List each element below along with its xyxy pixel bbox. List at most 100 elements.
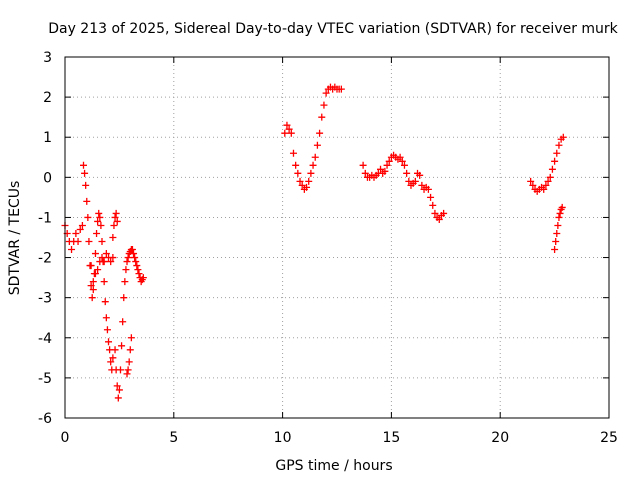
data-point <box>289 149 297 157</box>
y-tick-label: -5 <box>38 371 52 387</box>
data-point <box>119 318 127 326</box>
data-point <box>103 326 111 334</box>
data-point <box>110 221 118 229</box>
series-seg9 <box>527 133 567 195</box>
data-point <box>95 209 103 217</box>
data-point <box>403 169 411 177</box>
data-point <box>115 386 123 394</box>
data-point <box>79 161 87 169</box>
data-point <box>111 213 119 221</box>
y-tick-label: 0 <box>43 170 52 186</box>
data-point <box>91 270 99 278</box>
data-point <box>132 258 140 266</box>
y-axis-ticks: -6 -5 -4 -3 -2 -1 0 1 2 3 <box>38 50 609 427</box>
data-point <box>96 213 104 221</box>
y-axis-label: SDTVAR / TECUs <box>7 181 23 296</box>
data-point <box>130 250 138 258</box>
data-point <box>89 286 97 294</box>
data-point <box>440 209 448 217</box>
data-point <box>124 366 132 374</box>
data-point <box>139 274 147 282</box>
data-point <box>383 161 391 169</box>
data-point <box>88 294 96 302</box>
data-point <box>361 169 369 177</box>
data-point <box>540 185 548 193</box>
data-point <box>359 161 367 169</box>
data-point <box>551 246 559 254</box>
data-point <box>431 209 439 217</box>
series-seg4 <box>109 209 121 241</box>
x-tick-label: 15 <box>382 430 400 446</box>
series-seg3 <box>87 250 117 286</box>
data-point <box>94 266 102 274</box>
data-point <box>134 266 142 274</box>
data-point <box>87 262 95 270</box>
data-point <box>124 254 132 262</box>
data-point <box>74 238 82 246</box>
data-point <box>127 334 135 342</box>
data-point <box>555 213 563 221</box>
data-point <box>311 153 319 161</box>
data-point <box>400 161 408 169</box>
data-point <box>87 282 95 290</box>
data-point <box>109 254 117 262</box>
data-point <box>318 113 326 121</box>
data-point <box>120 294 128 302</box>
data-point <box>554 221 562 229</box>
data-point <box>396 153 404 161</box>
data-point <box>100 278 108 286</box>
data-point <box>320 101 328 109</box>
data-point <box>98 238 106 246</box>
y-tick-label: -1 <box>38 210 52 226</box>
data-point <box>133 262 141 270</box>
data-point <box>283 121 291 129</box>
data-point <box>529 181 537 189</box>
data-point <box>123 370 131 378</box>
data-point <box>551 157 559 165</box>
data-point <box>416 171 424 179</box>
y-tick-label: -3 <box>38 291 52 307</box>
data-point <box>429 201 437 209</box>
data-point <box>76 225 84 233</box>
data-point <box>116 366 124 374</box>
data-point <box>123 258 131 266</box>
data-point <box>405 177 413 185</box>
data-point <box>337 85 345 93</box>
data-point <box>85 238 93 246</box>
data-point <box>553 229 561 237</box>
data-point <box>322 89 330 97</box>
data-point <box>98 254 106 262</box>
data-point <box>114 394 122 402</box>
data-point <box>546 173 554 181</box>
data-point <box>122 266 130 274</box>
data-point <box>125 358 133 366</box>
data-point <box>298 181 306 189</box>
data-point <box>398 157 406 165</box>
y-tick-label: 1 <box>43 130 52 146</box>
data-point <box>309 161 317 169</box>
data-point <box>100 258 108 266</box>
data-point <box>131 254 139 262</box>
data-point <box>316 129 324 137</box>
data-point <box>91 250 99 258</box>
data-point <box>94 217 102 225</box>
data-point <box>109 234 117 241</box>
data-point <box>527 177 535 185</box>
data-point <box>84 213 92 221</box>
data-point <box>435 215 443 223</box>
series-seg7 <box>281 83 345 193</box>
data-point <box>107 258 115 266</box>
data-point <box>101 298 109 306</box>
grid <box>65 57 609 418</box>
data-point <box>285 125 293 133</box>
data-point <box>424 185 432 193</box>
data-point <box>552 238 560 246</box>
data-point <box>111 346 119 354</box>
data-point <box>427 193 435 201</box>
data-point <box>78 221 86 229</box>
data-point <box>305 177 313 185</box>
data-point <box>377 165 385 173</box>
data-point <box>93 229 101 237</box>
data-point <box>411 177 419 185</box>
